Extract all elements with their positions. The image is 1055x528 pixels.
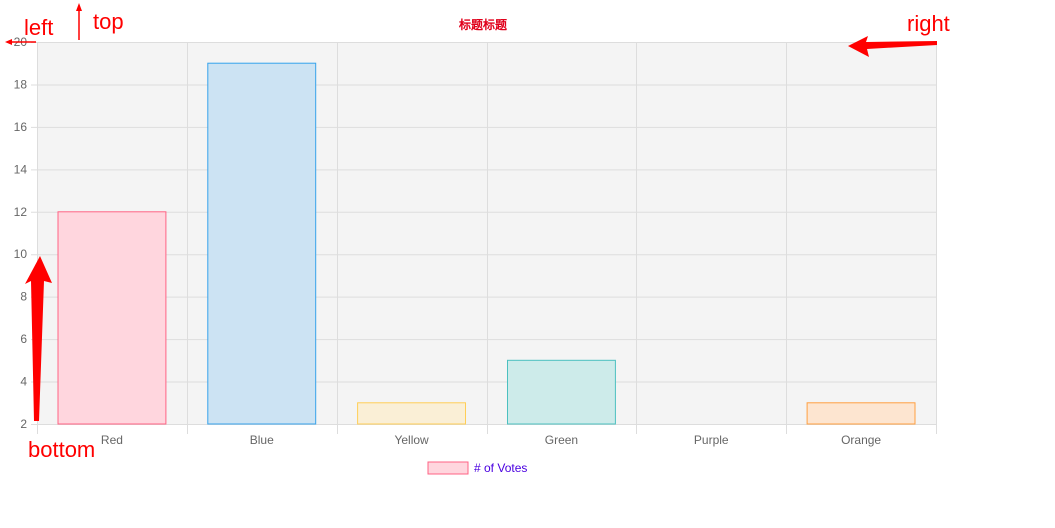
annotation-top-label: top xyxy=(93,9,124,34)
annotation-bottom: bottom xyxy=(25,256,95,462)
bar-orange[interactable] xyxy=(806,402,916,425)
y-tick-label: 4 xyxy=(20,375,27,389)
left-arrowhead-icon xyxy=(5,39,12,45)
grid-lines xyxy=(31,42,937,434)
legend-label: # of Votes xyxy=(474,461,527,475)
x-tick-label: Green xyxy=(545,433,578,447)
y-tick-label: 14 xyxy=(14,162,28,176)
bar-red[interactable] xyxy=(57,211,167,425)
y-tick-label: 12 xyxy=(14,205,28,219)
annotation-top: top xyxy=(76,3,124,40)
y-tick-label: 6 xyxy=(20,332,27,346)
plot-background xyxy=(37,42,936,424)
annotation-bottom-label: bottom xyxy=(28,437,95,462)
x-tick-label: Orange xyxy=(841,433,881,447)
annotation-right: right xyxy=(848,11,950,57)
y-tick-label: 2 xyxy=(20,417,27,431)
bar-green[interactable] xyxy=(507,359,616,425)
bar-blue[interactable] xyxy=(207,62,317,425)
bottom-arrow-icon xyxy=(25,256,52,421)
bars xyxy=(57,62,916,425)
annotation-left: left xyxy=(5,15,53,45)
x-tick-label: Blue xyxy=(250,433,274,447)
y-tick-label: 18 xyxy=(14,77,28,91)
y-tick-label: 16 xyxy=(14,120,28,134)
x-tick-label: Purple xyxy=(694,433,729,447)
x-tick-label: Red xyxy=(101,433,123,447)
x-axis-ticks: Red Blue Yellow Green Purple Orange xyxy=(101,433,882,447)
y-tick-label: 10 xyxy=(14,247,28,261)
legend[interactable]: # of Votes xyxy=(427,461,527,475)
right-arrow-icon xyxy=(848,36,937,57)
bar-yellow[interactable] xyxy=(357,402,467,425)
annotation-left-label: left xyxy=(24,15,53,40)
x-tick-label: Yellow xyxy=(394,433,429,447)
legend-swatch xyxy=(427,461,469,475)
annotation-right-label: right xyxy=(907,11,950,36)
y-tick-label: 8 xyxy=(20,290,27,304)
top-arrowhead-icon xyxy=(76,3,82,11)
chart-title: 标题标题 xyxy=(458,17,508,32)
